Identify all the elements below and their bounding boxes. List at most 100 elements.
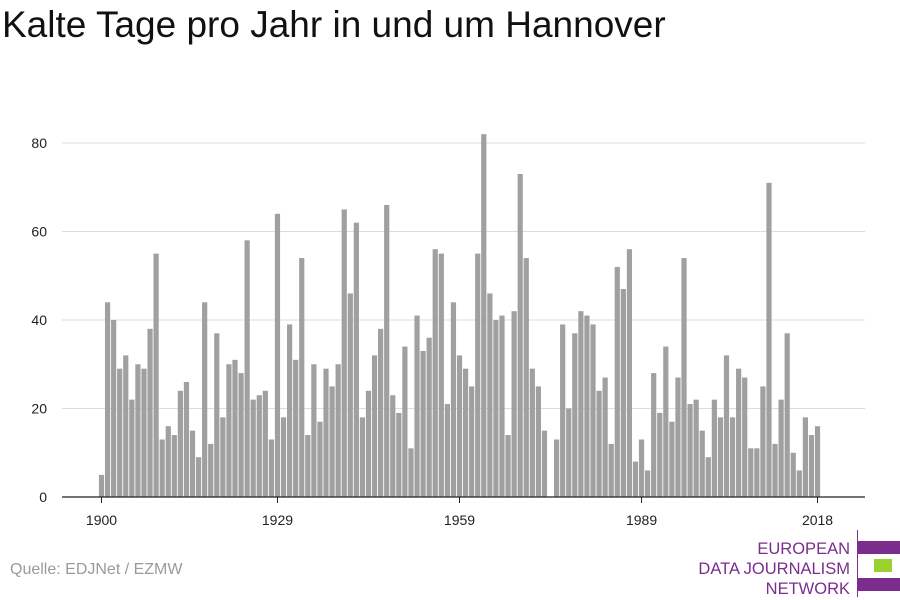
bar-2018	[814, 426, 821, 497]
bar-2002	[717, 417, 724, 497]
bar-1957	[444, 404, 450, 497]
bar-1941	[347, 293, 353, 497]
bar-1925	[250, 399, 256, 497]
y-tick-label-40: 40	[31, 312, 47, 328]
y-tick-label-80: 80	[31, 135, 47, 151]
bar-1937	[323, 368, 329, 497]
bar-1983	[602, 377, 608, 497]
bar-1922	[232, 359, 238, 497]
bar-2001	[711, 399, 717, 497]
bar-1916	[195, 457, 202, 497]
bar-1967	[505, 435, 511, 497]
bar-1989	[638, 439, 645, 497]
bar-2006	[742, 377, 748, 497]
bar-1947	[384, 204, 390, 497]
bar-1991	[651, 373, 657, 497]
edjnet-logo: EUROPEAN DATA JOURNALISM NETWORK	[698, 530, 900, 598]
bar-2005	[736, 368, 742, 497]
chart-title: Kalte Tage pro Jahr in und um Hannover	[2, 4, 666, 45]
bar-1995	[675, 377, 681, 497]
x-axis	[62, 496, 865, 503]
bar-1992	[657, 412, 663, 498]
bar-1931	[287, 324, 293, 497]
bar-1980	[584, 315, 590, 497]
bar-1988	[632, 461, 639, 497]
bar-1901	[104, 302, 111, 497]
bar-1953	[420, 350, 426, 498]
bar-1902	[111, 320, 117, 497]
bar-1972	[535, 386, 541, 498]
bar-1918	[208, 443, 214, 497]
bar-2010	[766, 182, 772, 497]
bar-1911	[165, 426, 171, 497]
bar-1970	[523, 258, 529, 497]
y-axis-labels: 0 20 40 60 80	[31, 135, 47, 505]
bar-2004	[729, 417, 736, 497]
bar-1963	[481, 134, 487, 497]
logo-divider	[857, 530, 858, 597]
bar-1981	[590, 324, 596, 497]
bar-1950	[402, 346, 408, 497]
bar-1968	[511, 311, 517, 497]
bar-1940	[341, 209, 347, 498]
bar-2017	[808, 435, 815, 497]
logo-bar-purple-top	[858, 541, 900, 554]
bar-1938	[329, 386, 335, 498]
bar-1961	[469, 386, 475, 498]
bar-1965	[493, 320, 499, 497]
bar-1910	[159, 439, 165, 497]
bar-1978	[572, 333, 578, 497]
bar-1915	[189, 430, 196, 498]
bar-1924	[244, 240, 250, 497]
source-note: Quelle: EDJNet / EZMW	[10, 561, 183, 578]
bar-1994	[669, 421, 675, 497]
bar-1951	[408, 448, 414, 497]
bar-1933	[299, 258, 305, 497]
bar-2011	[772, 443, 778, 497]
bar-1936	[317, 421, 323, 497]
bar-1905	[129, 399, 135, 497]
bar-1948	[390, 395, 396, 497]
bar-1997	[687, 404, 693, 497]
logo-bar-purple-bottom	[858, 578, 900, 591]
x-tick-label-1900: 1900	[86, 512, 117, 528]
bar-1996	[681, 258, 687, 497]
bar-1982	[596, 390, 602, 497]
bar-1913	[177, 390, 183, 497]
bar-1976	[560, 324, 566, 497]
gridlines	[62, 142, 865, 409]
bar-1955	[432, 249, 438, 497]
bar-1903	[117, 368, 123, 497]
bar-1956	[438, 253, 444, 498]
logo-bar-green	[874, 559, 892, 572]
bar-1929	[274, 213, 281, 498]
bar-1920	[220, 417, 226, 497]
bar-1927	[262, 390, 268, 497]
bar-1993	[663, 346, 669, 497]
bar-2003	[723, 355, 730, 497]
bar-1919	[214, 333, 220, 497]
bar-1960	[462, 368, 469, 497]
x-axis-labels: 1900 1929 1959 1989 2018	[86, 512, 833, 528]
bar-1935	[311, 364, 317, 497]
y-tick-label-0: 0	[39, 489, 47, 505]
bar-2000	[705, 457, 711, 497]
bar-1943	[359, 417, 366, 497]
bar-1999	[699, 430, 705, 498]
x-tick-label-1989: 1989	[626, 512, 657, 528]
bar-1986	[620, 289, 626, 497]
bar-1949	[396, 412, 402, 498]
bar-2014	[790, 452, 796, 497]
bar-1958	[450, 302, 457, 497]
bar-1900	[98, 474, 105, 498]
logo-line-3: NETWORK	[765, 580, 850, 598]
bar-1985	[614, 266, 620, 497]
bar-1928	[268, 439, 274, 497]
bar-1930	[280, 417, 287, 497]
bar-1909	[153, 253, 159, 498]
bar-2007	[748, 448, 754, 497]
x-tick-label-2018: 2018	[802, 512, 833, 528]
bar-1932	[293, 359, 299, 497]
bar-1987	[626, 249, 633, 497]
bar-1954	[426, 337, 432, 497]
